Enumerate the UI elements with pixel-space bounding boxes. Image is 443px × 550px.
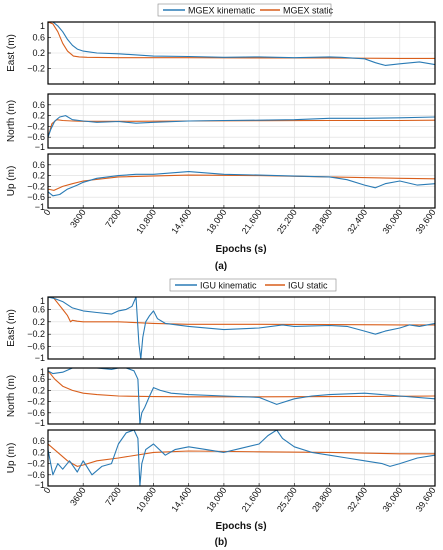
- y-tick-label: −0.2: [27, 459, 45, 469]
- y-tick-label: −0.6: [27, 192, 45, 202]
- series-line-igu-kinematic: [48, 368, 435, 424]
- y-tick-label: 0.2: [32, 385, 45, 395]
- x-tick-label: 36,000: [380, 485, 404, 513]
- series-line-igu-kinematic: [48, 430, 435, 486]
- y-tick-label: 0.6: [32, 436, 45, 446]
- y-tick-label: 0.2: [32, 48, 45, 58]
- y-tick-label: −1: [35, 480, 45, 490]
- y-tick-label: 0.2: [32, 317, 45, 327]
- series-line-igu-static: [48, 370, 435, 398]
- plot-frame: [47, 296, 436, 360]
- x-tick-label: 0: [42, 207, 53, 217]
- y-tick-label: −1: [35, 418, 45, 428]
- legend-box: [169, 278, 337, 292]
- legend-box: [157, 3, 332, 17]
- y-tick-label: 0.6: [32, 304, 45, 314]
- series-line-mgex-static: [48, 22, 435, 59]
- y-tick-label: 1: [40, 367, 45, 377]
- panel-a-north: 0.60.2−0.2−0.6−1 North (m): [6, 93, 436, 152]
- y-tick-label: −0.6: [27, 408, 45, 418]
- y-tick-label: 0.6: [32, 100, 45, 110]
- y-tick-label: −0.2: [27, 121, 45, 131]
- x-tick-label: 21,600: [240, 207, 264, 235]
- x-tick-label: 10,800: [134, 485, 158, 513]
- x-axis-label-b: Epochs (s): [215, 521, 266, 532]
- panel-b-east: 10.6 0.2 −0.2 −0.6−1 East (m): [6, 296, 436, 363]
- y-tick-label: 0.6: [32, 33, 45, 43]
- x-tick-label: 25,200: [275, 485, 299, 513]
- y-tick-label: −0.6: [27, 342, 45, 352]
- x-tick-label: 28,800: [310, 485, 334, 513]
- y-tick-label: −0.2: [27, 397, 45, 407]
- x-tick-label: 14,400: [169, 485, 193, 513]
- x-tick-label: 18,000: [205, 485, 229, 513]
- plot-frame: [47, 21, 436, 85]
- plot-frame: [47, 153, 436, 209]
- y-tick-label: 0.2: [32, 447, 45, 457]
- panel-b-up: 0 3600 7200 10,800 14,400 18,000 21,600 25,200 2…: [6, 429, 438, 514]
- series-line-mgex-kinematic: [48, 171, 435, 197]
- panel-a-up: 0 3600 7200 10,800 14,400 18,000 21,600 25,200 2…: [6, 153, 438, 236]
- legend-b: IGU kinematic IGU static: [169, 278, 337, 292]
- y-tick-label: −1: [35, 353, 45, 363]
- panel-b-north: 10.60.2 −0.2−0.6−1 North (m): [6, 367, 436, 428]
- y-tick-label: 0.2: [32, 111, 45, 121]
- series-line-igu-kinematic: [48, 297, 435, 359]
- x-tick-label: 3600: [68, 207, 88, 229]
- x-tick-label: 32,400: [345, 485, 369, 513]
- legend-label-igu-static: IGU static: [288, 281, 328, 291]
- x-axis-label-a: Epochs (s): [215, 244, 266, 255]
- subfigure-caption-a: (a): [215, 261, 227, 272]
- y-tick-label: 0.6: [32, 160, 45, 170]
- legend-label-mgex-kinematic: MGEX kinematic: [188, 6, 256, 16]
- y-tick-label: 0.6: [32, 374, 45, 384]
- y-tick-label: −0.2: [27, 181, 45, 191]
- y-axis-label: Up (m): [6, 166, 17, 197]
- x-tick-label: 28,800: [310, 207, 334, 235]
- y-axis-label: East (m): [6, 34, 17, 72]
- y-axis-label: Up (m): [6, 443, 17, 474]
- x-tick-label: 39,600: [414, 207, 438, 235]
- x-tick-label: 36,000: [380, 207, 404, 235]
- y-tick-label: 1: [40, 296, 45, 306]
- series-line-igu-static: [48, 443, 435, 467]
- y-tick-label: −0.6: [27, 470, 45, 480]
- x-tick-label: 25,200: [275, 207, 299, 235]
- x-tick-label: 0: [42, 485, 53, 495]
- panel-a-east: 1 0.6 0.2 −0.2 East (m): [6, 21, 436, 85]
- y-tick-label: −0.6: [27, 132, 45, 142]
- x-tick-label: 21,600: [240, 485, 264, 513]
- x-tick-label: 18,000: [205, 207, 229, 235]
- y-tick-label: −0.2: [27, 329, 45, 339]
- x-tick-label: 7200: [103, 207, 123, 229]
- y-tick-label: −1: [35, 202, 45, 212]
- y-tick-label: 1: [40, 21, 45, 31]
- series-line-mgex-static: [48, 174, 435, 191]
- y-tick-label: −0.2: [27, 64, 45, 74]
- series-line-mgex-kinematic: [48, 22, 435, 66]
- x-tick-label: 3600: [68, 485, 88, 507]
- y-tick-label: 0.2: [32, 171, 45, 181]
- x-tick-label: 14,400: [169, 207, 193, 235]
- legend-label-igu-kinematic: IGU kinematic: [200, 281, 257, 291]
- y-axis-label: North (m): [6, 375, 17, 417]
- series-line-igu-static: [48, 297, 435, 326]
- x-tick-label: 32,400: [345, 207, 369, 235]
- y-tick-label: −1: [35, 142, 45, 152]
- x-tick-label: 7200: [103, 485, 123, 507]
- y-axis-label: North (m): [6, 100, 17, 142]
- x-tick-label: 10,800: [134, 207, 158, 235]
- series-line-mgex-kinematic: [48, 115, 435, 138]
- plot-frame: [47, 93, 436, 149]
- plot-frame: [47, 429, 436, 487]
- legend-a: MGEX kinematic MGEX static: [157, 3, 334, 17]
- legend-label-mgex-static: MGEX static: [283, 6, 334, 16]
- plot-frame: [47, 367, 436, 425]
- x-tick-label: 39,600: [414, 485, 438, 513]
- y-axis-label: East (m): [6, 309, 17, 347]
- subfigure-caption-b: (b): [215, 537, 228, 548]
